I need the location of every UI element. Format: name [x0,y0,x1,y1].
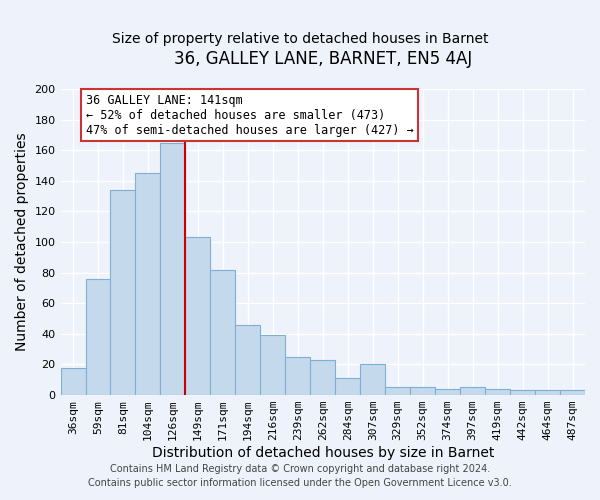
Bar [410,388,435,395]
Bar [460,388,485,395]
Bar [136,173,160,395]
Bar [86,279,110,395]
Bar [110,190,136,395]
Bar [535,390,560,395]
Bar [335,378,360,395]
Bar [560,390,585,395]
Title: 36, GALLEY LANE, BARNET, EN5 4AJ: 36, GALLEY LANE, BARNET, EN5 4AJ [173,50,472,68]
Bar [160,142,185,395]
Text: 36 GALLEY LANE: 141sqm
← 52% of detached houses are smaller (473)
47% of semi-de: 36 GALLEY LANE: 141sqm ← 52% of detached… [86,94,413,136]
Bar [286,357,310,395]
Text: Contains HM Land Registry data © Crown copyright and database right 2024.
Contai: Contains HM Land Registry data © Crown c… [88,464,512,487]
Bar [485,389,510,395]
X-axis label: Distribution of detached houses by size in Barnet: Distribution of detached houses by size … [152,446,494,460]
Bar [360,364,385,395]
Bar [510,390,535,395]
Bar [211,270,235,395]
Y-axis label: Number of detached properties: Number of detached properties [15,132,29,352]
Bar [235,324,260,395]
Bar [260,336,286,395]
Bar [385,388,410,395]
Text: Size of property relative to detached houses in Barnet: Size of property relative to detached ho… [112,32,488,46]
Bar [435,389,460,395]
Bar [61,368,86,395]
Bar [185,238,211,395]
Bar [310,360,335,395]
